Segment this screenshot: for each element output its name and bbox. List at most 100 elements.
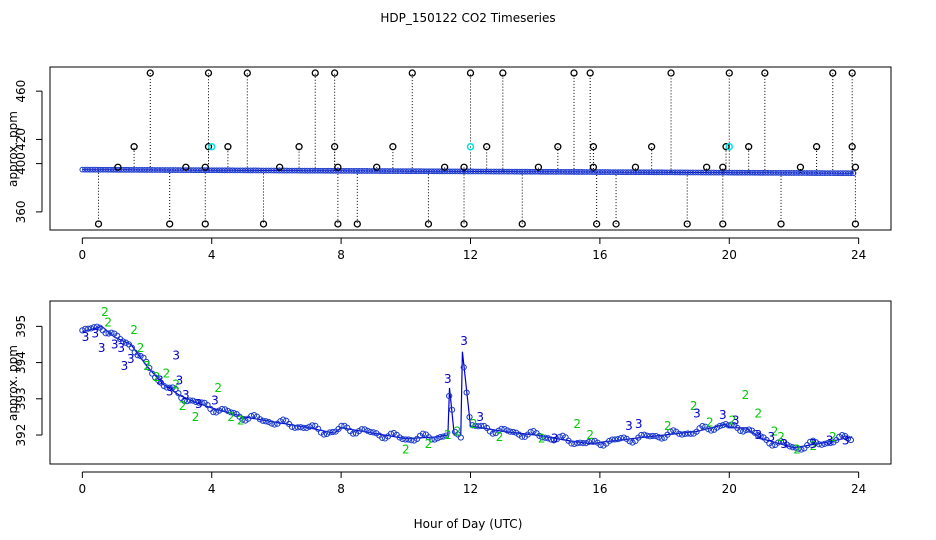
series-point (649, 432, 657, 440)
label-2: 2 (771, 424, 779, 438)
series-point (827, 439, 834, 447)
label-3: 3 (111, 337, 119, 351)
series-point (504, 427, 511, 434)
x-tick-label: 20 (722, 482, 737, 496)
y-tick-label: 360 (14, 200, 28, 223)
series-point (172, 385, 179, 393)
outlier-point (130, 143, 138, 151)
series-point (271, 421, 278, 428)
label-3: 3 (476, 410, 484, 424)
top-y-axis-label: approx. ppm (6, 111, 20, 187)
outlier-point (848, 143, 856, 151)
outlier-point (722, 143, 730, 151)
label-2: 2 (538, 432, 546, 446)
series-point (87, 325, 95, 332)
series-point (754, 431, 761, 439)
series-point (472, 422, 479, 429)
outlier-point (612, 220, 620, 228)
series-point (460, 364, 467, 371)
series-point (102, 330, 109, 337)
series-point (297, 424, 304, 431)
outlier-point (389, 143, 397, 151)
label-3: 3 (625, 419, 633, 433)
outlier-point (589, 163, 598, 171)
series-point (291, 424, 298, 431)
series-point (638, 431, 645, 439)
label-3: 3 (98, 341, 106, 355)
series-point (367, 428, 374, 436)
series-point (364, 427, 371, 434)
label-3: 3 (172, 348, 180, 362)
outlier-point (848, 69, 856, 77)
outlier-point (204, 69, 213, 77)
outlier-point (201, 163, 209, 171)
label-3: 3 (732, 414, 740, 428)
outlier-point (589, 143, 598, 151)
series-point (195, 399, 202, 406)
series-point (678, 431, 686, 438)
series-point (440, 433, 447, 440)
label-2: 2 (755, 406, 763, 420)
series-point (448, 406, 456, 413)
cyan-point (466, 142, 475, 151)
outlier-point (204, 143, 213, 151)
series-point (646, 433, 654, 440)
outlier-point (295, 143, 303, 151)
series-point (143, 358, 150, 366)
series-point (184, 398, 191, 405)
outlier-point (554, 143, 562, 151)
series-point (192, 398, 199, 406)
series-point (681, 430, 689, 438)
outlier-point (745, 143, 753, 151)
series-point (405, 436, 412, 443)
outlier-point (424, 220, 433, 228)
y-tick-label: 394 (14, 351, 28, 374)
series-point (309, 422, 316, 429)
series-point (719, 422, 726, 429)
label-3: 3 (719, 408, 727, 422)
series-point (227, 409, 234, 416)
series-point (606, 437, 613, 445)
series-point (370, 429, 377, 436)
outlier-point (460, 163, 468, 171)
series-point (323, 430, 330, 438)
series-point (742, 426, 750, 434)
label-2: 2 (810, 439, 818, 453)
label-3: 3 (117, 341, 125, 355)
series-point (824, 440, 831, 447)
series-point (518, 433, 526, 440)
series-point (818, 441, 825, 448)
outlier-point (683, 220, 691, 228)
series-point (280, 416, 287, 423)
label-2: 2 (153, 370, 161, 384)
series-point (568, 440, 575, 447)
outlier-point (466, 69, 475, 77)
outlier-point (812, 143, 821, 151)
outlier-point (667, 69, 675, 77)
series-point (108, 329, 115, 336)
y-tick-label: 460 (14, 80, 28, 103)
series-point (652, 432, 659, 440)
label-3: 3 (195, 397, 203, 411)
series-point (699, 423, 706, 430)
series-point (379, 434, 386, 441)
label-3: 3 (82, 330, 90, 344)
outlier-point (586, 69, 594, 77)
outlier-point (440, 163, 449, 171)
series-point (189, 397, 197, 404)
series-point (542, 434, 549, 441)
label-2: 2 (586, 428, 594, 442)
outlier-point (330, 69, 339, 77)
label-2: 2 (706, 415, 714, 429)
series-point (737, 427, 744, 434)
series-point (93, 323, 101, 330)
series-point (134, 352, 141, 359)
outlier-point (777, 220, 785, 228)
bottom-panel: approx. ppm 0 4 8 12 16 20 2439239339439522222… (6, 300, 892, 496)
series-line (82, 325, 853, 449)
series-point (839, 431, 846, 439)
series-point (326, 429, 333, 436)
label-3: 3 (551, 432, 559, 446)
